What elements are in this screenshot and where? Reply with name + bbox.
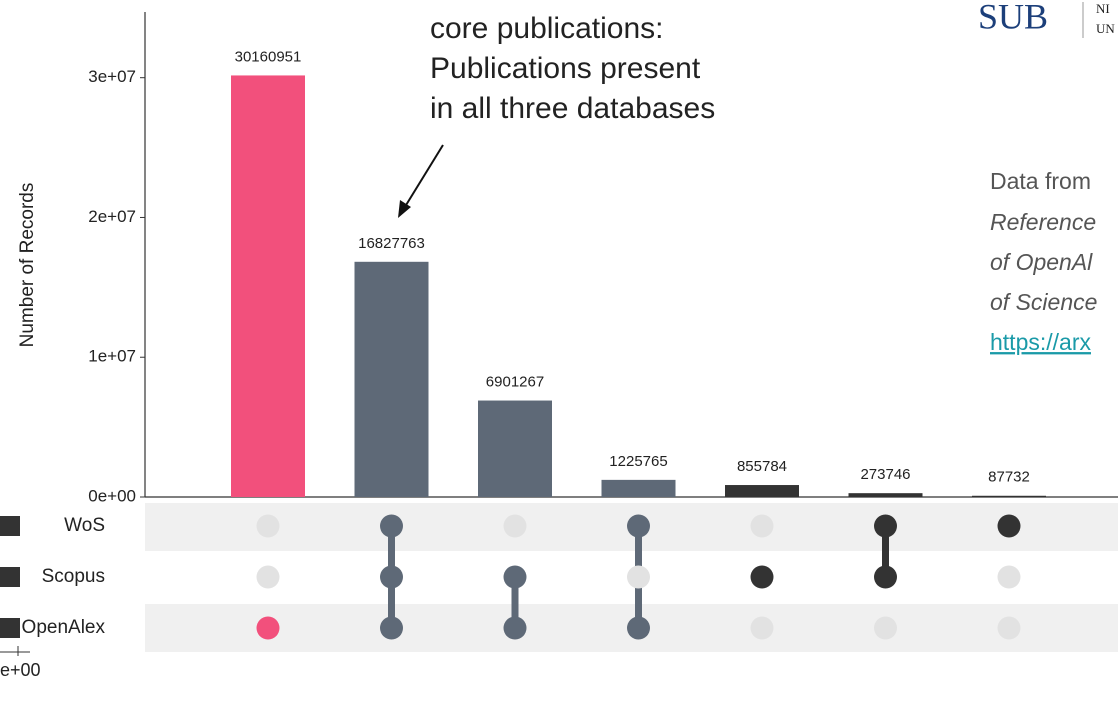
set-size-bar <box>0 618 20 638</box>
value-label: 1225765 <box>609 453 667 470</box>
value-label: 30160951 <box>235 48 302 65</box>
set-label: OpenAlex <box>22 617 106 638</box>
bar <box>231 75 305 497</box>
matrix-dot <box>503 616 527 640</box>
side-text: Data from <box>990 168 1091 194</box>
matrix-dot <box>997 514 1021 538</box>
y-tick-label: 0e+00 <box>88 486 136 505</box>
matrix-dot <box>380 565 403 589</box>
matrix-dot <box>256 616 280 640</box>
annotation: in all three databases <box>430 92 715 125</box>
bar <box>972 495 1046 497</box>
side-text: of Science <box>990 289 1097 315</box>
matrix-dot <box>627 565 650 589</box>
matrix-dot <box>874 565 897 589</box>
annotation-arrow <box>402 144 444 211</box>
logo: SUB <box>978 0 1048 36</box>
bar <box>601 479 676 497</box>
matrix-dot <box>503 514 527 538</box>
bar <box>354 261 429 497</box>
arrow-head <box>398 200 411 218</box>
matrix-dot <box>750 514 774 538</box>
cropped-tick-label: e+00 <box>0 660 41 680</box>
set-label: Scopus <box>42 566 105 587</box>
annotation: Publications present <box>430 52 701 85</box>
logo-text: NI <box>1096 1 1110 16</box>
matrix-dot <box>997 565 1021 589</box>
set-label: WoS <box>64 515 105 536</box>
matrix-dot <box>874 616 897 640</box>
value-label: 16827763 <box>358 235 425 252</box>
set-size-bar <box>0 567 20 587</box>
matrix-dot <box>380 514 403 538</box>
bar <box>725 485 799 497</box>
side-text: Reference <box>990 209 1096 235</box>
annotation: core publications: <box>430 12 663 45</box>
set-size-bar <box>0 516 20 536</box>
matrix-dot <box>380 616 403 640</box>
y-tick-label: 3e+07 <box>88 67 136 86</box>
bar <box>848 493 923 497</box>
matrix-dot <box>503 565 527 589</box>
matrix-dot <box>627 514 650 538</box>
value-label: 273746 <box>860 466 910 483</box>
matrix-dot <box>874 514 897 538</box>
matrix-dot <box>750 565 774 589</box>
y-tick-label: 1e+07 <box>88 347 136 366</box>
matrix-dot <box>256 514 280 538</box>
matrix-dot <box>750 616 774 640</box>
bar <box>478 400 552 497</box>
link[interactable]: https://arx <box>990 329 1091 355</box>
matrix-dot <box>627 616 650 640</box>
y-tick-label: 2e+07 <box>88 207 136 226</box>
matrix-dot <box>256 565 280 589</box>
value-label: 87732 <box>988 469 1030 486</box>
y-axis-label: Number of Records <box>17 183 38 348</box>
side-text: of OpenAl <box>990 249 1093 275</box>
matrix-dot <box>997 616 1021 640</box>
value-label: 855784 <box>737 458 787 475</box>
value-label: 6901267 <box>486 374 544 391</box>
logo-text: UN <box>1096 21 1115 36</box>
